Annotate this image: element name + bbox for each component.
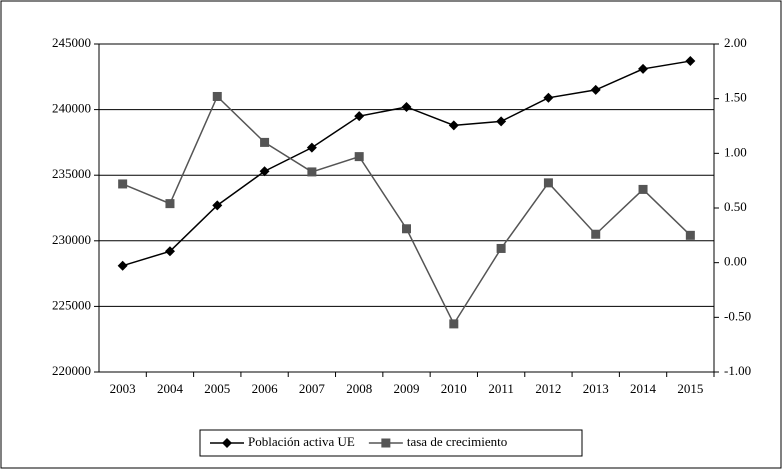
marker	[354, 152, 364, 162]
marker	[165, 199, 175, 209]
marker	[685, 56, 696, 67]
y-tick-label: 225000	[52, 297, 91, 312]
y-tick-label: 245000	[52, 35, 91, 50]
marker	[354, 111, 365, 122]
marker	[638, 63, 649, 74]
y2-tick-label: 2.00	[724, 35, 747, 50]
y2-tick-label: -1.00	[724, 363, 751, 378]
x-tick-label: 2011	[488, 381, 514, 396]
x-tick-label: 2006	[252, 381, 279, 396]
x-tick-label: 2014	[630, 381, 657, 396]
marker	[543, 178, 553, 188]
marker	[118, 179, 128, 189]
x-tick-label: 2007	[299, 381, 326, 396]
y-tick-label: 240000	[52, 101, 91, 116]
x-tick-label: 2003	[110, 381, 136, 396]
x-tick-label: 2010	[441, 381, 467, 396]
legend-label: tasa de crecimiento	[407, 434, 507, 449]
marker	[260, 137, 270, 147]
y-tick-label: 220000	[52, 363, 91, 378]
y2-tick-label: 1.00	[724, 144, 747, 159]
marker	[402, 224, 411, 234]
marker	[259, 166, 270, 177]
marker	[496, 116, 507, 127]
y2-tick-label: -0.50	[724, 308, 751, 323]
x-tick-label: 2005	[204, 381, 230, 396]
marker	[590, 84, 601, 95]
marker	[685, 230, 695, 240]
plot-area	[98, 43, 715, 373]
y2-tick-label: 0.50	[724, 199, 747, 214]
x-tick-label: 2012	[535, 381, 561, 396]
x-tick-label: 2009	[394, 381, 420, 396]
marker	[449, 319, 459, 329]
marker	[117, 260, 128, 271]
marker	[401, 101, 412, 112]
marker	[212, 91, 222, 101]
y2-tick-label: 1.50	[724, 90, 747, 105]
marker	[381, 438, 391, 448]
marker	[496, 243, 506, 253]
marker	[222, 438, 232, 448]
x-tick-label: 2015	[677, 381, 703, 396]
y-tick-label: 235000	[52, 166, 91, 181]
marker	[543, 92, 554, 103]
legend-label: Población activa UE	[248, 434, 355, 449]
x-tick-label: 2004	[157, 381, 184, 396]
marker	[164, 246, 175, 257]
marker	[307, 167, 317, 177]
marker	[591, 229, 601, 239]
marker	[638, 184, 648, 194]
x-tick-label: 2013	[583, 381, 609, 396]
marker	[306, 142, 317, 153]
y2-tick-label: 0.00	[724, 254, 747, 269]
marker	[212, 200, 223, 211]
x-tick-label: 2008	[346, 381, 372, 396]
y-tick-label: 230000	[52, 232, 91, 247]
marker	[448, 120, 459, 131]
